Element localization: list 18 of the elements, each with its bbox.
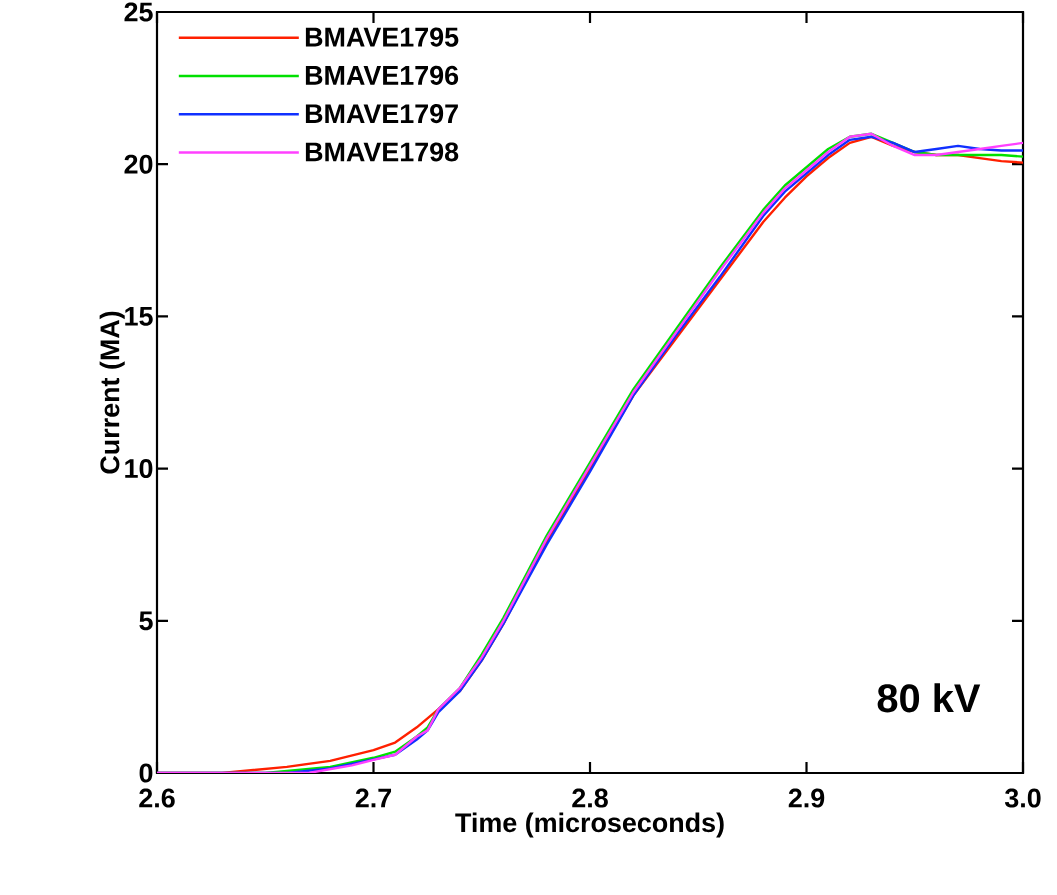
x-tick-label: 2.8 [572, 788, 608, 808]
legend-label: BMAVE1798 [305, 142, 459, 162]
x-tick-label: 3.0 [1004, 788, 1041, 808]
y-axis-title: Current (MA) [99, 311, 125, 474]
x-tick-label: 2.7 [355, 788, 392, 808]
y-tick-label: 15 [125, 307, 153, 326]
y-tick-label: 10 [125, 459, 153, 479]
y-tick-label: 5 [139, 611, 153, 631]
legend-label: BMAVE1797 [305, 104, 458, 124]
legend-label: BMAVE1796 [305, 65, 459, 85]
y-tick-label: 0 [139, 763, 153, 783]
legend-label: BMAVE1795 [305, 27, 459, 47]
x-tick-label: 2.9 [788, 788, 825, 808]
y-tick-label: 25 [124, 2, 153, 22]
annotation: 80 kV [877, 683, 981, 713]
x-tick-label: 2.6 [139, 788, 175, 808]
y-tick-label: 20 [124, 154, 153, 174]
x-axis-title: Time (microseconds) [455, 812, 724, 838]
